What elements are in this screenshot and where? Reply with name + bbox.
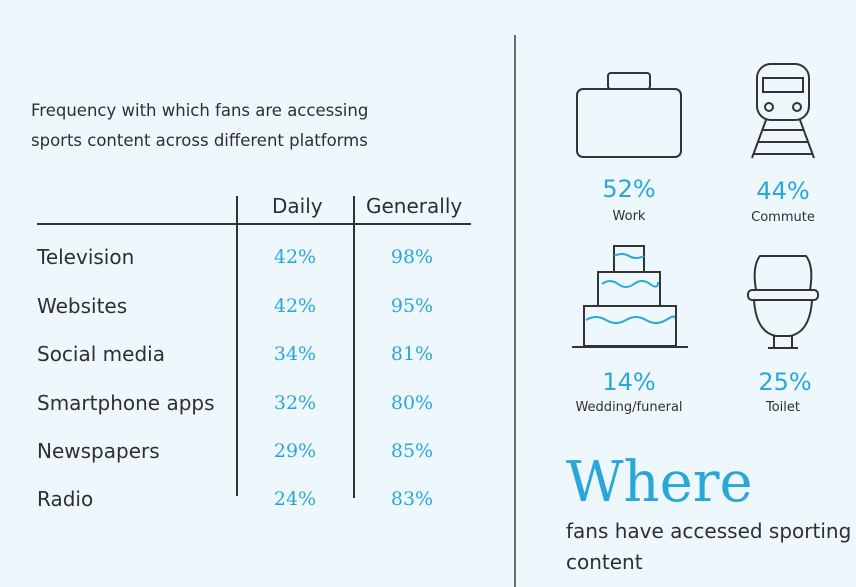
row-label-newspapers: Newspapers <box>37 439 160 463</box>
toilet-icon <box>747 255 819 349</box>
place-pct-wedding: 14% <box>602 368 656 396</box>
cell-websites-generally: 95% <box>390 295 434 317</box>
cell-websites-daily: 42% <box>273 295 317 317</box>
cell-radio-generally: 83% <box>390 488 434 510</box>
cell-newspapers-daily: 29% <box>273 440 317 462</box>
place-label-commute: Commute <box>751 210 815 225</box>
briefcase-icon <box>576 72 682 158</box>
cake-icon <box>572 245 688 348</box>
column-divider-2 <box>353 196 355 498</box>
train-icon <box>751 63 815 159</box>
place-label-toilet: Toilet <box>765 400 800 415</box>
intro-line-1: Frequency with which fans are accessing <box>31 101 369 120</box>
row-label-social-media: Social media <box>37 342 165 366</box>
column-header-daily: Daily <box>272 194 323 218</box>
column-divider-1 <box>236 196 238 496</box>
vertical-divider <box>514 35 516 587</box>
row-label-television: Television <box>37 245 135 269</box>
where-heading: Where <box>566 450 753 515</box>
header-rule <box>37 223 471 225</box>
cell-social-media-generally: 81% <box>390 343 434 365</box>
cell-radio-daily: 24% <box>273 488 317 510</box>
place-label-work: Work <box>612 209 646 224</box>
place-pct-commute: 44% <box>756 177 810 205</box>
cell-smartphone-apps-generally: 80% <box>390 392 434 414</box>
row-label-smartphone-apps: Smartphone apps <box>37 391 215 415</box>
platform-frequency-table: Daily Generally Television 42% 98% Websi… <box>37 194 471 511</box>
place-pct-toilet: 25% <box>758 368 812 396</box>
cell-smartphone-apps-daily: 32% <box>273 392 317 414</box>
place-label-wedding: Wedding/funeral <box>575 400 683 415</box>
where-subtitle: fans have accessed sporting content <box>566 519 852 574</box>
column-header-generally: Generally <box>366 194 463 218</box>
cell-social-media-daily: 34% <box>273 343 317 365</box>
cell-television-daily: 42% <box>273 246 317 268</box>
row-label-websites: Websites <box>37 294 128 318</box>
row-label-radio: Radio <box>37 487 94 511</box>
cell-newspapers-generally: 85% <box>390 440 434 462</box>
cell-television-generally: 98% <box>390 246 434 268</box>
place-pct-work: 52% <box>602 175 656 203</box>
table-intro-text: Frequency with which fans are accessing … <box>31 96 451 156</box>
intro-line-2: sports content across different platform… <box>31 131 368 150</box>
